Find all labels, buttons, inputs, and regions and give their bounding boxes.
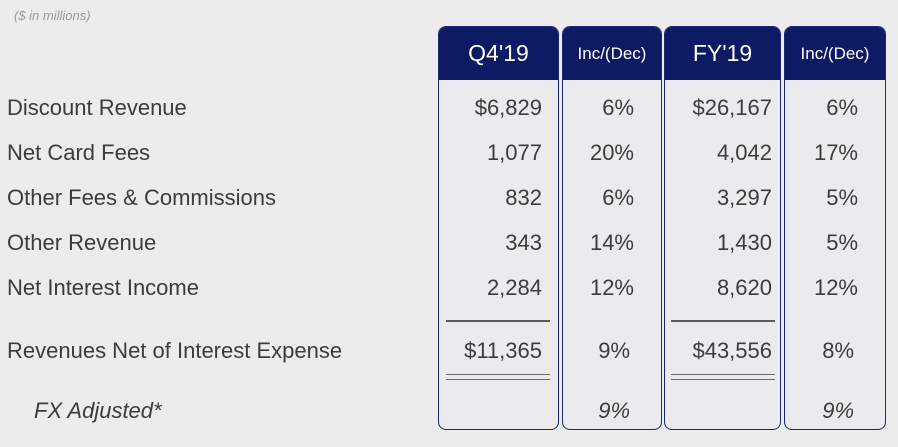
fy-value-discount-revenue: $26,167 <box>692 95 772 120</box>
q4-change-header: Inc/(Dec) <box>563 27 661 80</box>
row-label-fx-adjusted: FX Adjusted* <box>34 398 162 423</box>
row-label-other-revenue: Other Revenue <box>7 230 157 255</box>
fy-change-net-card-fees: 17% <box>813 140 858 165</box>
q4-value-discount-revenue: $6,829 <box>474 95 542 120</box>
fy-change-net-interest-income: 12% <box>813 275 858 300</box>
q4-value-net-interest-income: 2,284 <box>486 275 542 300</box>
fy-change-column: Inc/(Dec) <box>784 26 886 430</box>
row-label-net-card-fees: Net Card Fees <box>7 140 151 165</box>
row-label-total-revenues: Revenues Net of Interest Expense <box>7 338 343 363</box>
q4-change-other-fees: 6% <box>602 185 634 210</box>
fy-change-header-label: Inc/(Dec) <box>800 43 870 63</box>
q4-change-fx-adjusted: 9% <box>598 398 630 423</box>
fy-change-other-fees: 5% <box>826 185 858 210</box>
fy-total-double-rule <box>671 374 775 380</box>
q4-total-double-rule <box>446 374 550 380</box>
fy-subtotal-rule <box>671 320 775 322</box>
q4-value-net-card-fees: 1,077 <box>486 140 542 165</box>
fy-value-other-fees: 3,297 <box>716 185 772 210</box>
q4-value-other-revenue: 343 <box>505 230 542 255</box>
fy-column: FY'19 <box>664 26 781 430</box>
q4-change-discount-revenue: 6% <box>602 95 634 120</box>
q4-header: Q4'19 <box>439 27 558 80</box>
fy-change-other-revenue: 5% <box>826 230 858 255</box>
fy-change-header: Inc/(Dec) <box>785 27 885 80</box>
q4-change-net-interest-income: 12% <box>589 275 634 300</box>
q4-value-other-fees: 832 <box>505 185 542 210</box>
fy-header: FY'19 <box>665 27 780 80</box>
q4-change-other-revenue: 14% <box>589 230 634 255</box>
q4-change-header-label: Inc/(Dec) <box>577 43 647 63</box>
q4-value-total: $11,365 <box>464 338 542 363</box>
q4-column: Q4'19 <box>438 26 559 430</box>
fy-header-label: FY'19 <box>692 40 753 66</box>
row-label-net-interest-income: Net Interest Income <box>7 275 199 300</box>
fy-value-net-interest-income: 8,620 <box>716 275 772 300</box>
row-label-other-fees: Other Fees & Commissions <box>7 185 276 210</box>
fy-value-net-card-fees: 4,042 <box>716 140 772 165</box>
fy-change-total: 8% <box>822 338 854 363</box>
row-label-discount-revenue: Discount Revenue <box>7 95 187 120</box>
fy-change-discount-revenue: 6% <box>826 95 858 120</box>
fy-value-other-revenue: 1,430 <box>716 230 772 255</box>
fy-value-total: $43,556 <box>692 338 772 363</box>
units-note: ($ in millions) <box>14 8 91 23</box>
q4-change-net-card-fees: 20% <box>589 140 634 165</box>
q4-subtotal-rule <box>446 320 550 322</box>
fy-change-fx-adjusted: 9% <box>822 398 854 423</box>
q4-change-column: Inc/(Dec) <box>562 26 662 430</box>
q4-change-total: 9% <box>598 338 630 363</box>
q4-header-label: Q4'19 <box>468 40 529 66</box>
